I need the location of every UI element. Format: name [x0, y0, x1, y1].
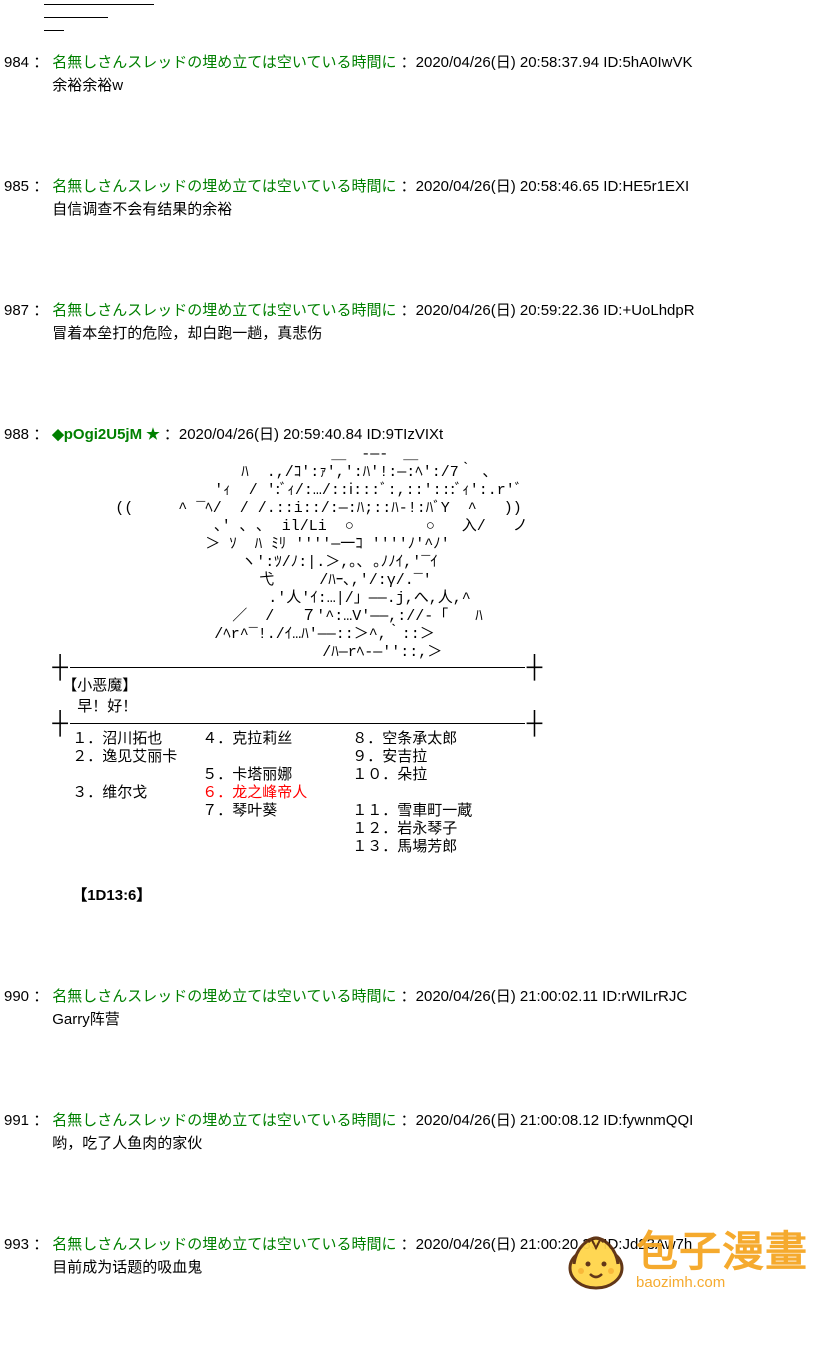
post-meta: ：2020/04/26(日) 21:00:02.11 ID:rWILrRJC [396, 988, 687, 1005]
post-header: 名無しさんスレッドの埋め立ては空いている時間に ：2020/04/26(日) 2… [52, 51, 838, 72]
frame-top: ┼┼ [52, 664, 542, 670]
post-number: 988 ： [4, 423, 52, 444]
post-name: 名無しさんスレッドの埋め立ては空いている時間に [52, 54, 396, 71]
post-body: 名無しさんスレッドの埋め立ては空いている時間に ：2020/04/26(日) 2… [52, 175, 838, 219]
list-item: ３．维尔戈 [72, 784, 202, 802]
list-item: ８．空条承太郎 [352, 730, 532, 748]
list-column: １．沼川拓也２．逸见艾丽卡 ３．维尔戈 [72, 730, 202, 856]
list-item: ２．逸见艾丽卡 [72, 748, 202, 766]
decorative-lines [4, 4, 838, 31]
post-header: 名無しさんスレッドの埋め立ては空いている時間に ：2020/04/26(日) 2… [52, 299, 838, 320]
list-item: １．沼川拓也 [72, 730, 202, 748]
post: 991 ：名無しさんスレッドの埋め立ては空いている時間に ：2020/04/26… [4, 1109, 838, 1153]
post-content: 自信调查不会有结果的余裕 [52, 198, 838, 219]
character-title: 【小恶魔】 [62, 674, 838, 695]
list-item: ９．安吉拉 [352, 748, 532, 766]
post-content: ＿ -―- ＿ ﾊ .,/ｺ':ｧ',':ﾊ'!:―:ﾍ':/7｀ ､ 'ｨ /… [52, 446, 838, 905]
post-header: 名無しさんスレッドの埋め立ては空いている時間に ：2020/04/26(日) 2… [52, 175, 838, 196]
post: 987 ：名無しさんスレッドの埋め立ては空いている時間に ：2020/04/26… [4, 299, 838, 343]
post-name: 名無しさんスレッドの埋め立ては空いている時間に [52, 1112, 396, 1129]
post-header: 名無しさんスレッドの埋め立ては空いている時間に ：2020/04/26(日) 2… [52, 1109, 838, 1130]
post-header: 名無しさんスレッドの埋め立ては空いている時間に ：2020/04/26(日) 2… [52, 985, 838, 1006]
post: 990 ：名無しさんスレッドの埋め立ては空いている時間に ：2020/04/26… [4, 985, 838, 1029]
post-header: ◆pOgi2U5jM ★ ：2020/04/26(日) 20:59:40.84 … [52, 423, 838, 444]
thread-container: 984 ：名無しさんスレッドの埋め立ては空いている時間に ：2020/04/26… [0, 0, 838, 1277]
post-meta: ：2020/04/26(日) 20:58:37.94 ID:5hA0IwVK [396, 54, 692, 71]
site-watermark: 包子漫畫 baozimh.com [564, 1228, 808, 1292]
list-item: ６．龙之峰帝人 [202, 784, 352, 802]
candidate-list: １．沼川拓也２．逸见艾丽卡 ３．维尔戈４．克拉莉丝 ５．卡塔丽娜６．龙之峰帝人７… [52, 728, 838, 858]
post-name: 名無しさんスレッドの埋め立ては空いている時間に [52, 988, 396, 1005]
post-body: 名無しさんスレッドの埋め立ては空いている時間に ：2020/04/26(日) 2… [52, 299, 838, 343]
list-item: ７．琴叶葵 [202, 802, 352, 820]
character-box: 【小恶魔】 早！好！ [52, 672, 838, 718]
post-body: 名無しさんスレッドの埋め立ては空いている時間に ：2020/04/26(日) 2… [52, 1109, 838, 1153]
list-column: ４．克拉莉丝 ５．卡塔丽娜６．龙之峰帝人７．琴叶葵 [202, 730, 352, 856]
watermark-url: baozimh.com [636, 1275, 808, 1290]
posts-list: 984 ：名無しさんスレッドの埋め立ては空いている時間に ：2020/04/26… [4, 51, 838, 1277]
post: 988 ：◆pOgi2U5jM ★ ：2020/04/26(日) 20:59:4… [4, 423, 838, 905]
post-name: 名無しさんスレッドの埋め立ては空いている時間に [52, 1236, 396, 1253]
post-body: 名無しさんスレッドの埋め立ては空いている時間に ：2020/04/26(日) 2… [52, 985, 838, 1029]
post-content: Garry阵营 [52, 1008, 838, 1029]
post-number: 987 ： [4, 299, 52, 320]
post-meta: ：2020/04/26(日) 20:58:46.65 ID:HE5r1EXI [396, 178, 689, 195]
list-item: １３．馬場芳郎 [352, 838, 532, 856]
post: 985 ：名無しさんスレッドの埋め立ては空いている時間に ：2020/04/26… [4, 175, 838, 219]
post-number: 985 ： [4, 175, 52, 196]
watermark-text: 包子漫畫 baozimh.com [636, 1231, 808, 1290]
post-name: 名無しさんスレッドの埋め立ては空いている時間に [52, 178, 396, 195]
list-item: １１．雪車町一蔵 [352, 802, 532, 820]
post-trip: ◆pOgi2U5jM ★ [52, 426, 160, 443]
post-name: 名無しさんスレッドの埋め立ては空いている時間に [52, 302, 396, 319]
post-number: 990 ： [4, 985, 52, 1006]
character-line: 早！好！ [62, 695, 838, 716]
post-content: 冒着本垒打的危险，却白跑一趟，真悲伤 [52, 322, 838, 343]
post-content: 余裕余裕w [52, 74, 838, 95]
list-column: ８．空条承太郎９．安吉拉１０．朵拉 １１．雪車町一蔵１２．岩永琴子１３．馬場芳郎 [352, 730, 532, 856]
post-content: 哟，吃了人鱼肉的家伙 [52, 1132, 838, 1153]
ascii-art: ＿ -―- ＿ ﾊ .,/ｺ':ｧ',':ﾊ'!:―:ﾍ':/7｀ ､ 'ｨ /… [52, 446, 838, 662]
post-meta: ：2020/04/26(日) 20:59:22.36 ID:+UoLhdpR [396, 302, 694, 319]
list-item [72, 766, 202, 784]
post-meta: ：2020/04/26(日) 21:00:08.12 ID:fywnmQQI [396, 1112, 693, 1129]
post-meta: ：2020/04/26(日) 20:59:40.84 ID:9TIzVIXt [160, 426, 444, 443]
post-body: 名無しさんスレッドの埋め立ては空いている時間に ：2020/04/26(日) 2… [52, 51, 838, 95]
list-item: １０．朵拉 [352, 766, 532, 784]
post-number: 991 ： [4, 1109, 52, 1130]
post-number: 993 ： [4, 1233, 52, 1254]
frame-bottom: ┼┼ [52, 720, 542, 726]
post-body: ◆pOgi2U5jM ★ ：2020/04/26(日) 20:59:40.84 … [52, 423, 838, 905]
post: 984 ：名無しさんスレッドの埋め立ては空いている時間に ：2020/04/26… [4, 51, 838, 95]
baozi-icon [564, 1228, 628, 1292]
list-item: ５．卡塔丽娜 [202, 766, 352, 784]
list-item: ４．克拉莉丝 [202, 730, 352, 748]
watermark-cn: 包子漫畫 [636, 1231, 808, 1273]
dice-result: 【1D13:6】 [72, 884, 838, 905]
post-number: 984 ： [4, 51, 52, 72]
list-item [352, 784, 532, 802]
list-item: １２．岩永琴子 [352, 820, 532, 838]
list-item [202, 748, 352, 766]
